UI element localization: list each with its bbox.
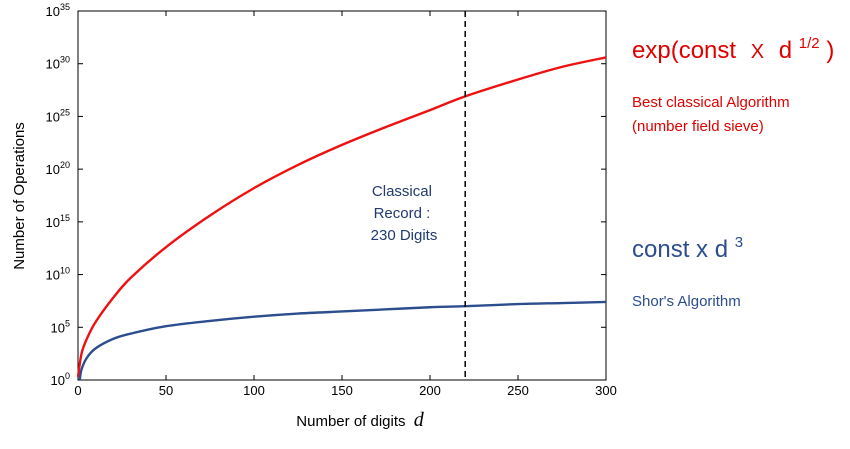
x-tick-label: 150 (331, 383, 353, 398)
x-axis-label: Number of digits d (296, 409, 424, 431)
x-axis-ticks: 0 50 100 150 200 250 300 (74, 11, 617, 398)
series-line-shor (78, 300, 607, 381)
x-tick-label: 50 (159, 383, 173, 398)
y-axis-ticks: 100 105 1010 1015 1020 1025 1030 1035 (46, 2, 606, 388)
x-tick-label: 0 (74, 383, 81, 398)
legend-classical-desc-1: Best classical Algorithm (632, 94, 790, 111)
plot-frame (77, 10, 607, 381)
legend-classical-x: X (751, 41, 764, 63)
y-tick-label: 1015 (46, 213, 70, 230)
series-line-classical (76, 56, 607, 378)
legend-classical-sup: 1/2 (799, 35, 820, 52)
legend-classical-close: ) (826, 37, 834, 64)
legend-shor-formula: const x d 3 (632, 234, 743, 263)
record-annotation-line1: Classical (372, 183, 432, 200)
legend-classical-formula: exp(const X d 1/2 ) (632, 27, 834, 64)
x-axis-label-text: Number of digits (296, 413, 405, 430)
legend-classical-d: d (779, 37, 792, 64)
y-tick-label: 100 (51, 371, 70, 388)
y-tick-label: 1010 (46, 266, 70, 283)
x-tick-label: 250 (507, 383, 529, 398)
record-annotation-line3: 230 Digits (371, 227, 438, 244)
y-tick-label: 105 (51, 318, 70, 335)
y-tick-label: 1030 (46, 55, 70, 72)
legend-shor-desc: Shor's Algorithm (632, 293, 741, 310)
y-tick-label: 1035 (46, 2, 70, 19)
x-tick-label: 100 (243, 383, 265, 398)
x-axis-label-var: d (414, 409, 425, 431)
y-tick-label: 1020 (46, 160, 70, 177)
legend-shor-main: const x d (632, 236, 728, 263)
legend-shor-sup: 3 (735, 234, 743, 251)
record-annotation: Classical Record : 230 Digits (371, 183, 438, 244)
y-tick-label: 1025 (46, 107, 70, 124)
record-annotation-line2: Record : (374, 205, 431, 222)
x-tick-label: 200 (419, 383, 441, 398)
legend-classical-desc-2: (number field sieve) (632, 118, 764, 135)
legend-classical-exp: exp(const (632, 37, 736, 64)
y-axis-label: Number of Operations (11, 122, 28, 270)
x-tick-label: 300 (595, 383, 617, 398)
